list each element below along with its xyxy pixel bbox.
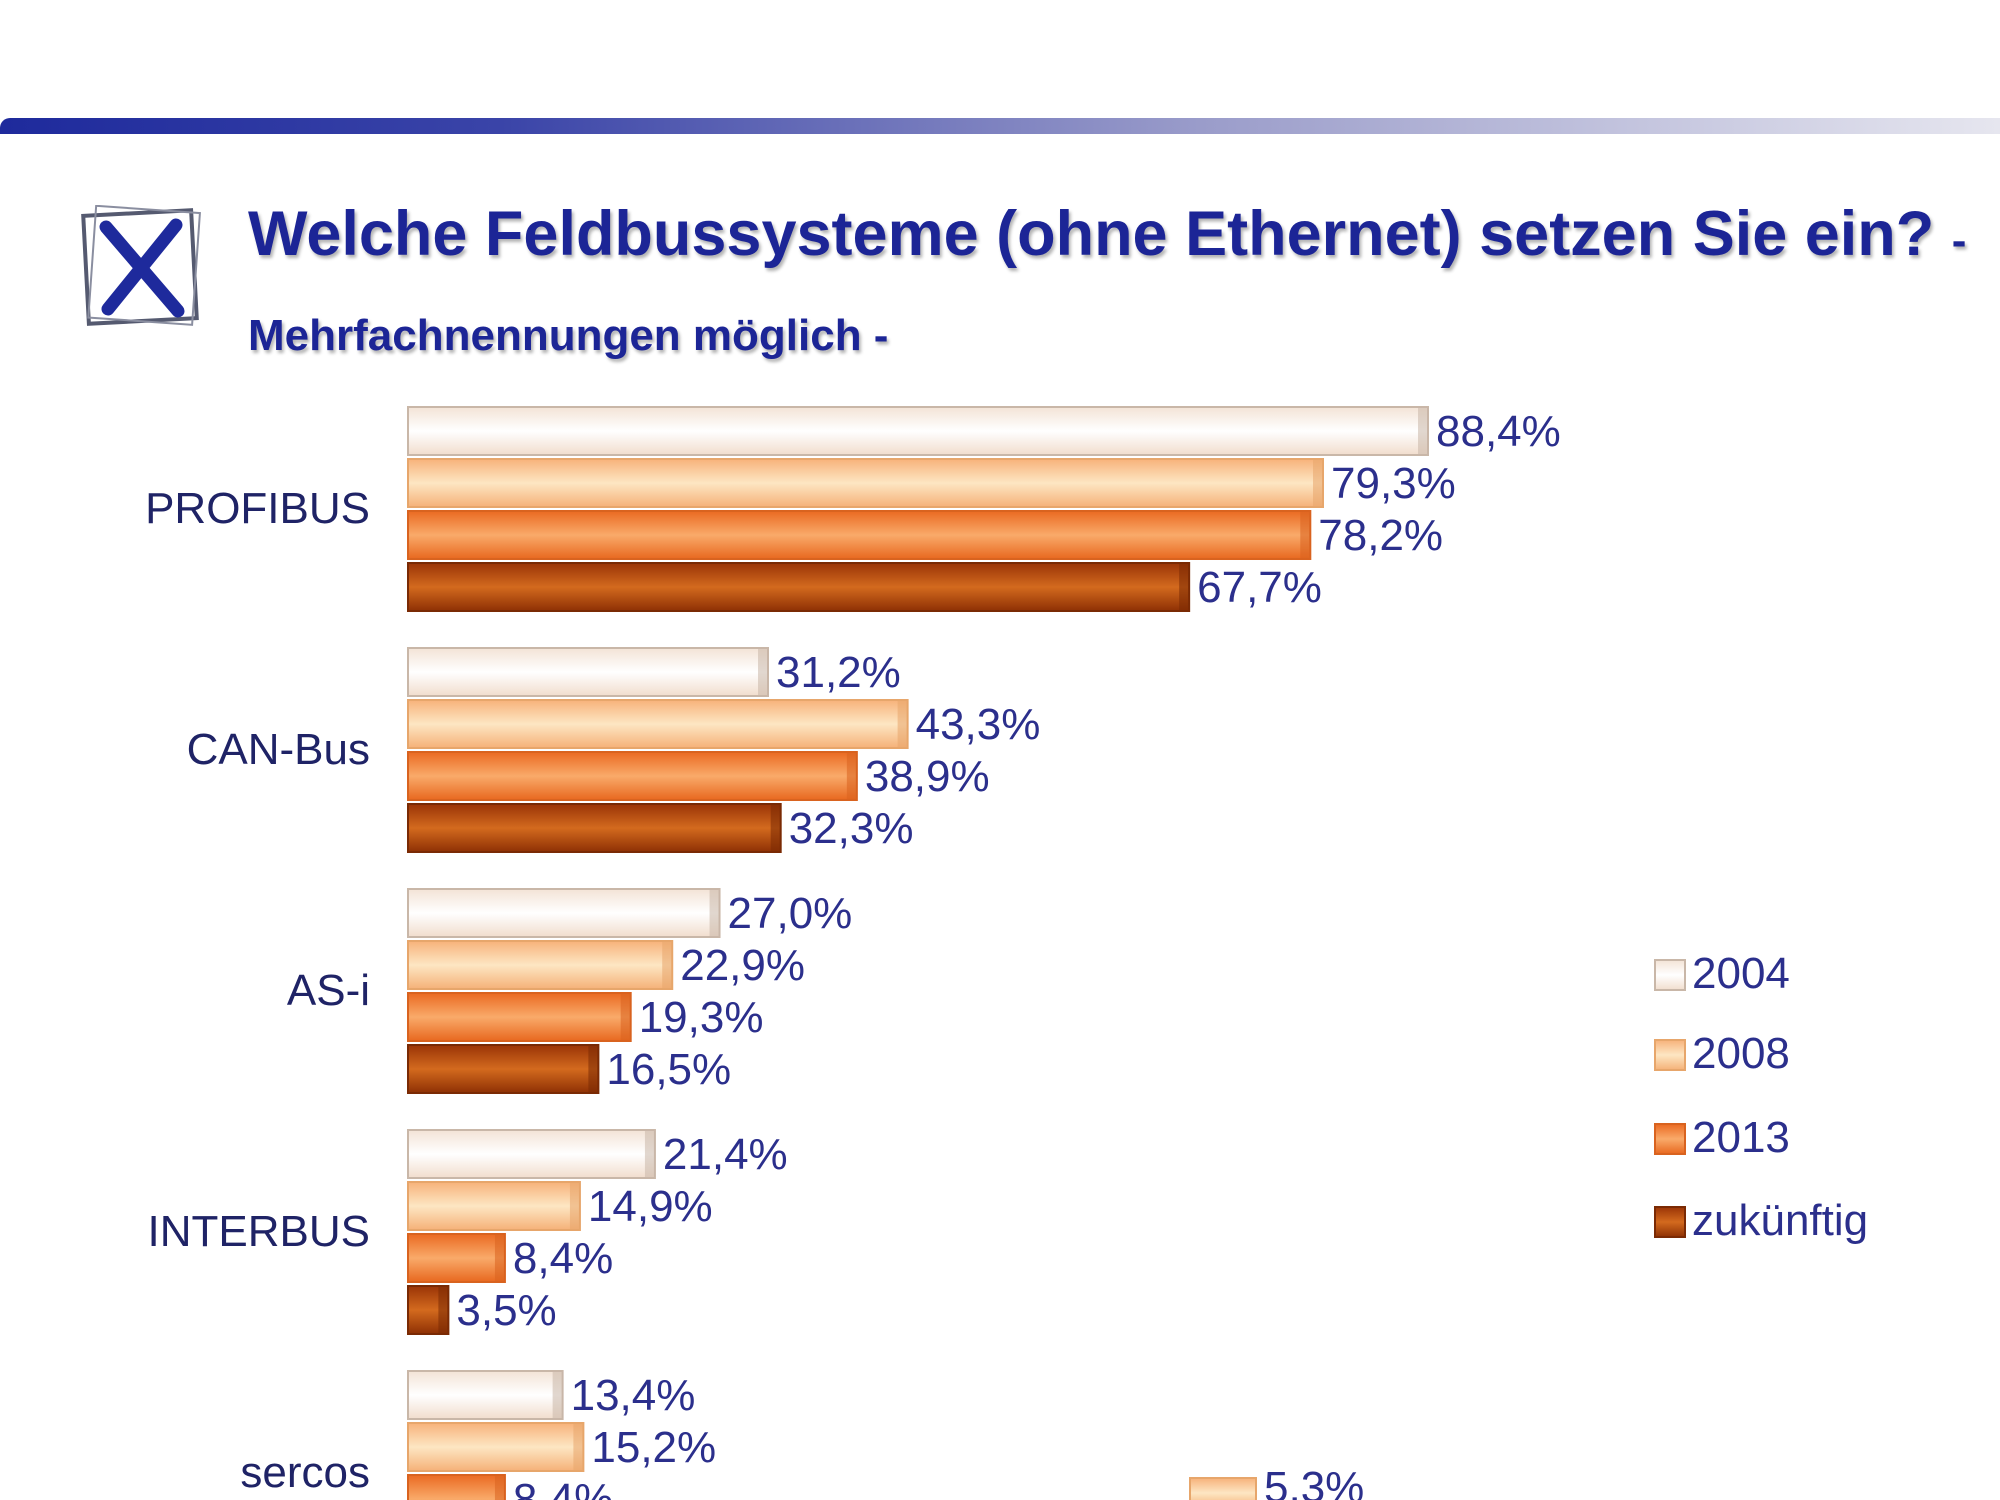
bar-cap bbox=[569, 1182, 580, 1230]
x-mark-icon bbox=[81, 205, 201, 326]
bar-2013 bbox=[407, 510, 1312, 560]
bar-zukünftig bbox=[407, 1044, 600, 1094]
value-label: 67,7% bbox=[1197, 563, 1322, 612]
value-label: 27,0% bbox=[728, 889, 853, 938]
category-label: CAN-Bus bbox=[187, 725, 370, 774]
header-rule bbox=[0, 118, 2000, 134]
bar-cap bbox=[1300, 511, 1311, 559]
bar-2013 bbox=[407, 992, 632, 1042]
legend-swatch bbox=[1654, 1123, 1686, 1155]
value-label: 78,2% bbox=[1318, 511, 1443, 560]
legend-swatch bbox=[1654, 1039, 1686, 1071]
legend-label: zukünftig bbox=[1692, 1196, 1868, 1245]
bar-cap bbox=[644, 1130, 655, 1178]
value-label: 15,2% bbox=[591, 1423, 716, 1472]
value-label: 88,4% bbox=[1436, 407, 1561, 456]
bar-2004 bbox=[407, 647, 769, 697]
value-label: 16,5% bbox=[606, 1045, 731, 1094]
value-label: 32,3% bbox=[789, 804, 914, 853]
value-label: 31,2% bbox=[776, 648, 901, 697]
bar-2008 bbox=[407, 1181, 581, 1231]
bar-2008 bbox=[407, 940, 674, 990]
bar-cap bbox=[709, 889, 720, 937]
value-label: 8,4% bbox=[513, 1475, 613, 1500]
legend-label: 2008 bbox=[1692, 1029, 1790, 1078]
bar-2008 bbox=[407, 458, 1324, 508]
bar-2004 bbox=[407, 406, 1429, 456]
bar-cap bbox=[1179, 563, 1190, 611]
category-label: sercos bbox=[240, 1448, 370, 1497]
bar-2004 bbox=[407, 1370, 564, 1420]
bar-cap bbox=[846, 752, 857, 800]
value-label: 22,9% bbox=[680, 941, 805, 990]
bar-cap bbox=[770, 804, 781, 852]
bar-cap bbox=[494, 1234, 505, 1282]
bar-extra bbox=[1189, 1477, 1257, 1500]
bar-zukünftig bbox=[407, 562, 1191, 612]
bar-2004 bbox=[407, 1129, 656, 1179]
bar-cap bbox=[897, 700, 908, 748]
category-label: INTERBUS bbox=[148, 1207, 370, 1256]
value-label: 19,3% bbox=[639, 993, 764, 1042]
bar-cap bbox=[1313, 459, 1323, 507]
category-label: AS-i bbox=[287, 966, 370, 1015]
legend-swatch bbox=[1654, 959, 1686, 991]
bar-cap bbox=[1418, 407, 1428, 455]
legend-label: 2013 bbox=[1692, 1113, 1790, 1162]
value-label: 14,9% bbox=[588, 1182, 713, 1231]
value-label: 79,3% bbox=[1331, 459, 1456, 508]
value-label: 5,3% bbox=[1264, 1463, 1364, 1500]
bar-zukünftig bbox=[407, 803, 782, 853]
category-label: PROFIBUS bbox=[145, 484, 370, 533]
value-label: 43,3% bbox=[916, 700, 1041, 749]
chart-title: Welche Feldbussysteme (ohne Ethernet) se… bbox=[248, 199, 1935, 269]
chart-subtitle: - Mehrfachnennungen möglich - bbox=[248, 216, 1967, 360]
bar-cap bbox=[438, 1286, 449, 1334]
bar-cap bbox=[573, 1423, 584, 1471]
bar-2008 bbox=[407, 699, 909, 749]
bar-cap bbox=[552, 1371, 563, 1419]
bar-2013 bbox=[407, 1474, 506, 1500]
bar-2004 bbox=[407, 888, 721, 938]
bar-cap bbox=[588, 1045, 599, 1093]
bar-2013 bbox=[407, 1233, 506, 1283]
bar-cap bbox=[494, 1475, 505, 1500]
bar-cap bbox=[758, 648, 768, 696]
bar-2013 bbox=[407, 751, 858, 801]
page-title: Welche Feldbussysteme (ohne Ethernet) se… bbox=[248, 190, 1988, 380]
bar-2008 bbox=[407, 1422, 585, 1472]
bar-cap bbox=[620, 993, 631, 1041]
value-label: 3,5% bbox=[456, 1286, 556, 1335]
value-label: 13,4% bbox=[571, 1371, 696, 1420]
value-label: 21,4% bbox=[663, 1130, 788, 1179]
value-label: 8,4% bbox=[513, 1234, 613, 1283]
legend-swatch bbox=[1654, 1206, 1686, 1238]
legend-label: 2004 bbox=[1692, 949, 1790, 998]
value-label: 38,9% bbox=[865, 752, 990, 801]
bar-cap bbox=[662, 941, 673, 989]
